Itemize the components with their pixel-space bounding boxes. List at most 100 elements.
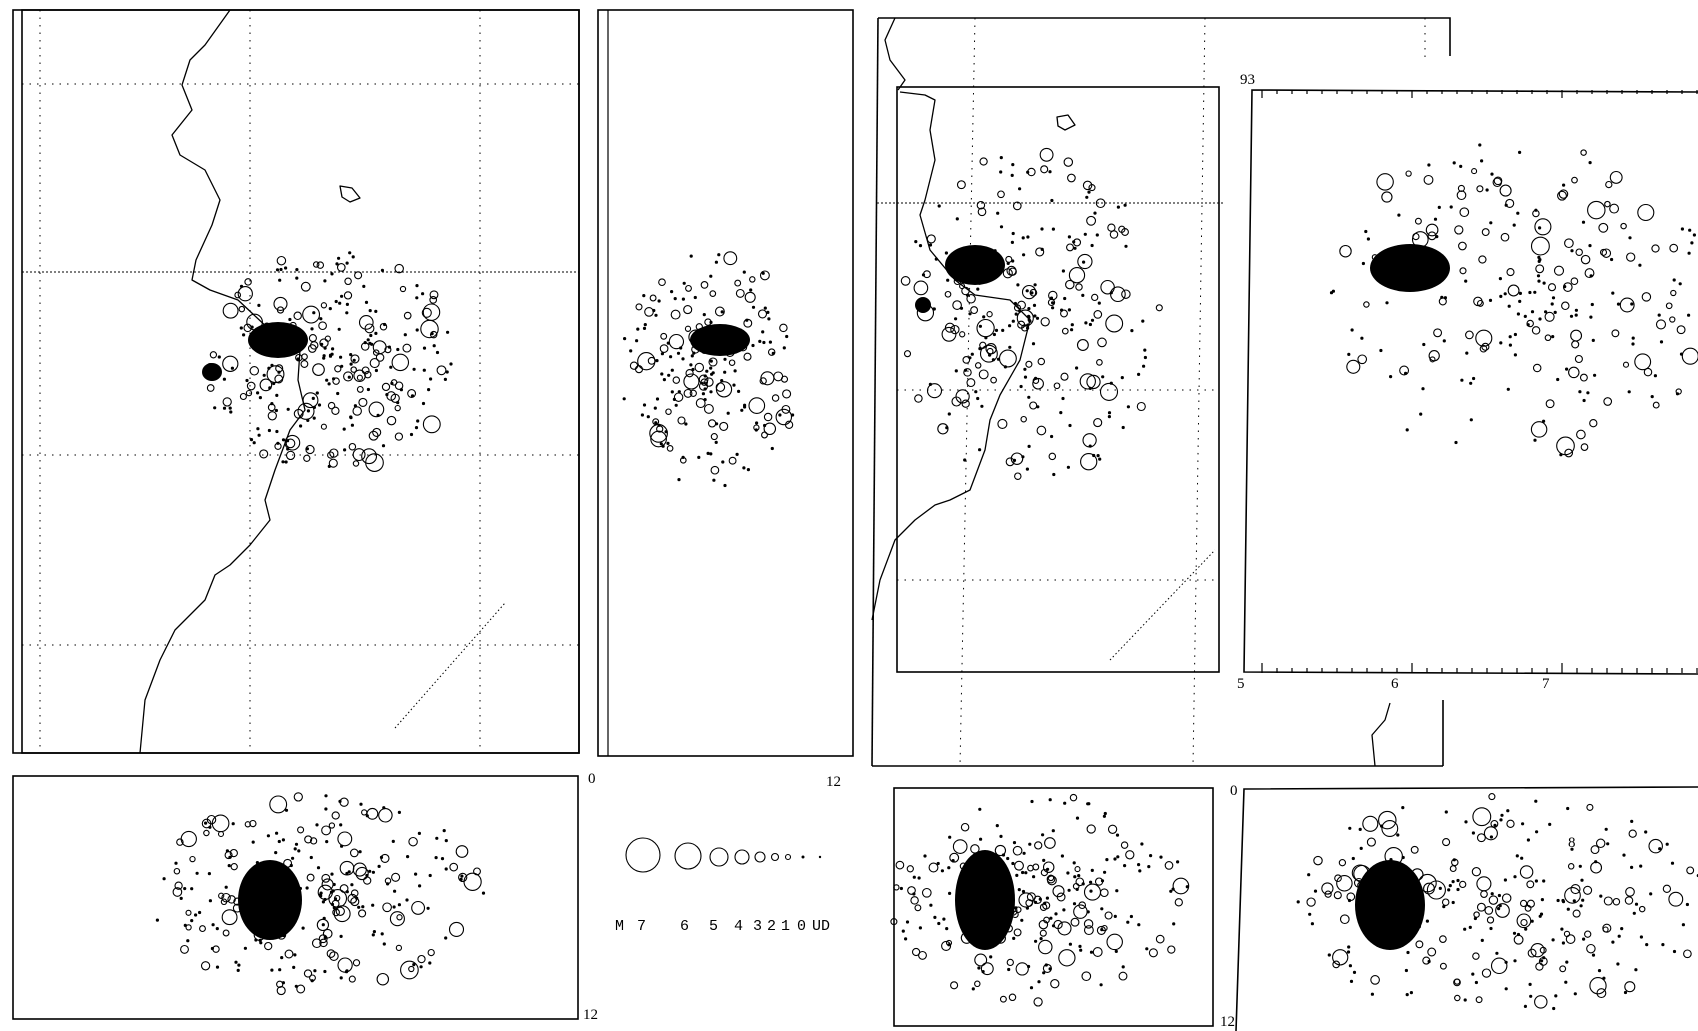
- earthquake-marker: [1565, 367, 1569, 371]
- earthquake-marker: [1125, 850, 1135, 860]
- earthquake-marker: [1059, 411, 1063, 415]
- earthquake-marker: [418, 884, 422, 888]
- earthquake-marker: [893, 884, 900, 891]
- earthquake-marker: [1564, 448, 1574, 458]
- earthquake-marker: [692, 351, 696, 355]
- earthquake-marker: [395, 944, 403, 952]
- earthquake-marker: [243, 946, 247, 950]
- earthquake-marker: [1681, 923, 1685, 927]
- earthquake-marker: [945, 927, 949, 931]
- earthquake-marker: [1087, 190, 1091, 194]
- earthquake-marker: [977, 207, 987, 217]
- earthquake-marker: [1000, 266, 1005, 270]
- earthquake-marker: [1027, 444, 1031, 448]
- earthquake-marker: [432, 344, 436, 348]
- earthquake-marker: [1083, 883, 1102, 901]
- earthquake-marker: [208, 825, 212, 829]
- earthquake-marker: [274, 851, 278, 855]
- right-depth-time: [1235, 786, 1698, 1031]
- earthquake-marker: [904, 937, 908, 941]
- earthquake-marker: [749, 288, 753, 292]
- earthquake-marker: [1439, 935, 1447, 943]
- earthquake-marker: [1050, 434, 1054, 439]
- earthquake-marker: [399, 285, 407, 293]
- lone-digit: 8: [1568, 835, 1576, 851]
- earthquake-marker: [215, 965, 220, 969]
- earthquake-marker: [763, 423, 767, 428]
- earthquake-marker: [745, 318, 749, 322]
- earthquake-marker: [1611, 329, 1620, 338]
- earthquake-marker: [1099, 983, 1103, 987]
- earthquake-marker: [1643, 367, 1653, 377]
- earthquake-marker: [331, 406, 340, 415]
- earthquake-marker: [1405, 428, 1409, 432]
- earthquake-marker: [970, 352, 974, 356]
- earthquake-marker: [323, 346, 327, 350]
- earthquake-marker: [1086, 910, 1090, 914]
- earthquake-marker: [1593, 373, 1597, 377]
- earthquake-marker: [1011, 910, 1015, 915]
- earthquake-marker: [1011, 231, 1015, 236]
- earthquake-marker: [1537, 279, 1541, 283]
- earthquake-marker: [217, 830, 225, 838]
- earthquake-marker: [1428, 350, 1440, 362]
- earthquake-marker: [312, 311, 316, 315]
- earthquake-marker: [658, 278, 666, 287]
- earthquake-marker: [1584, 268, 1595, 279]
- earthquake-marker: [684, 422, 688, 426]
- earthquake-marker: [286, 407, 290, 411]
- earthquake-marker: [417, 954, 426, 964]
- left-epicenter-map: [12, 9, 580, 754]
- earthquake-marker: [1097, 337, 1107, 348]
- earthquake-marker: [942, 917, 946, 921]
- earthquake-marker: [1143, 348, 1147, 352]
- earthquake-marker: [1412, 232, 1420, 241]
- earthquake-marker: [1051, 306, 1055, 310]
- earthquake-marker: [972, 931, 983, 942]
- earthquake-marker: [1622, 853, 1626, 857]
- earthquake-marker: [1171, 887, 1175, 891]
- earthquake-marker: [1021, 870, 1025, 875]
- earthquake-marker: [1590, 861, 1603, 874]
- earthquake-marker: [381, 444, 386, 448]
- earthquake-marker: [1442, 905, 1446, 909]
- earthquake-marker: [709, 290, 717, 297]
- epicenter-points: [206, 251, 453, 472]
- earthquake-marker: [321, 923, 325, 927]
- earthquake-marker: [245, 389, 253, 397]
- earthquake-marker: [240, 909, 247, 916]
- earthquake-marker: [1358, 827, 1362, 832]
- earthquake-marker: [947, 866, 951, 870]
- earthquake-marker: [257, 433, 261, 437]
- earthquake-marker: [723, 357, 727, 361]
- earthquake-marker: [326, 949, 336, 958]
- earthquake-marker: [733, 369, 737, 373]
- earthquake-marker: [183, 887, 187, 891]
- earthquake-marker: [1033, 314, 1037, 318]
- earthquake-marker: [1624, 896, 1634, 905]
- earthquake-marker: [350, 354, 360, 364]
- earthquake-marker: [1580, 443, 1589, 451]
- earthquake-marker: [1520, 918, 1528, 927]
- earthquake-marker: [1500, 232, 1510, 242]
- earthquake-marker: [1052, 472, 1056, 477]
- earthquake-marker: [755, 421, 759, 425]
- earthquake-marker: [349, 362, 353, 366]
- earthquake-marker: [313, 969, 317, 973]
- earthquake-marker: [1530, 236, 1550, 256]
- earthquake-marker: [1544, 310, 1548, 314]
- earthquake-marker: [761, 330, 765, 334]
- earthquake-marker: [244, 821, 251, 828]
- earthquake-marker: [1381, 870, 1390, 879]
- earthquake-marker: [1648, 838, 1663, 854]
- depth-time-max: 12: [1220, 1014, 1235, 1030]
- earthquake-marker: [709, 274, 713, 278]
- earthquake-marker: [1351, 864, 1369, 882]
- earthquake-marker: [364, 370, 372, 379]
- earthquake-marker: [222, 406, 227, 410]
- earthquake-marker: [211, 923, 215, 927]
- earthquake-marker: [1583, 885, 1593, 895]
- earthquake-marker: [997, 888, 1001, 893]
- earthquake-marker: [1043, 916, 1050, 924]
- earthquake-marker: [328, 458, 338, 468]
